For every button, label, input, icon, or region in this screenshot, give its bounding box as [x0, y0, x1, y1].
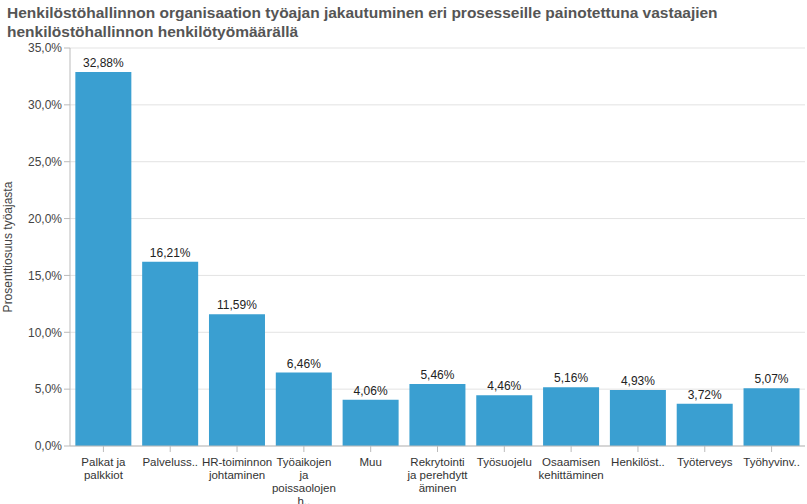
- svg-text:Työaikojenjapoissaolojenh..: Työaikojenjapoissaolojenh..: [272, 456, 336, 504]
- svg-text:15,0%: 15,0%: [28, 269, 62, 283]
- svg-text:25,0%: 25,0%: [28, 155, 62, 169]
- svg-text:35,0%: 35,0%: [28, 42, 62, 55]
- svg-text:Työhyvinv..: Työhyvinv..: [743, 456, 799, 468]
- svg-text:5,07%: 5,07%: [755, 372, 789, 386]
- svg-text:20,0%: 20,0%: [28, 212, 62, 226]
- svg-text:32,88%: 32,88%: [83, 56, 124, 70]
- svg-text:16,21%: 16,21%: [150, 246, 191, 260]
- svg-text:Osaamisenkehittäminen: Osaamisenkehittäminen: [539, 456, 604, 481]
- svg-text:5,46%: 5,46%: [420, 368, 454, 382]
- svg-text:Rekrytointija perehdyttäminen: Rekrytointija perehdyttäminen: [406, 456, 468, 494]
- svg-text:5,0%: 5,0%: [35, 382, 63, 396]
- svg-text:5,16%: 5,16%: [554, 371, 588, 385]
- svg-text:Palveluss..: Palveluss..: [142, 456, 198, 468]
- svg-text:6,46%: 6,46%: [287, 357, 321, 371]
- svg-text:HR-toiminnonjohtaminen: HR-toiminnonjohtaminen: [202, 456, 272, 481]
- svg-text:11,59%: 11,59%: [217, 298, 257, 312]
- svg-text:Henkilöst..: Henkilöst..: [611, 456, 665, 468]
- svg-text:4,93%: 4,93%: [621, 374, 655, 388]
- svg-text:3,72%: 3,72%: [688, 388, 722, 402]
- svg-text:Muu: Muu: [359, 456, 381, 468]
- html-text:Henkilöstöhallinnon organisaat: Henkilöstöhallinnon organisaation työaja…: [7, 4, 718, 40]
- svg-text:Työsuojelu: Työsuojelu: [477, 456, 532, 468]
- svg-text:4,46%: 4,46%: [487, 379, 521, 393]
- svg-text:Palkat japalkkiot: Palkat japalkkiot: [81, 456, 126, 481]
- svg-text:Työterveys: Työterveys: [677, 456, 733, 468]
- svg-text:10,0%: 10,0%: [28, 326, 62, 340]
- svg-text:0,0%: 0,0%: [35, 439, 63, 453]
- svg-text:30,0%: 30,0%: [28, 98, 62, 112]
- svg-text:Prosenttiosuus työajasta: Prosenttiosuus työajasta: [8, 181, 15, 312]
- svg-text:4,06%: 4,06%: [354, 384, 388, 398]
